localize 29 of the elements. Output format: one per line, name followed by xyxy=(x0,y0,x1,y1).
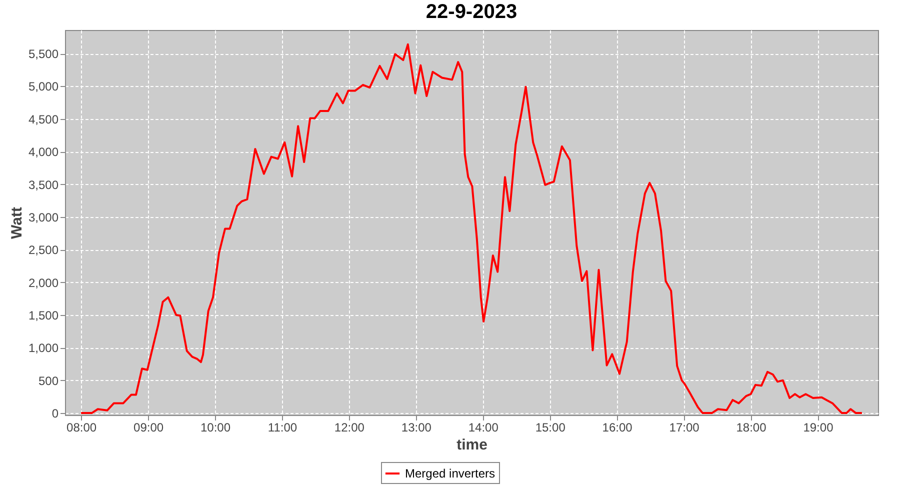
y-tick-label: 1,500 xyxy=(28,308,59,322)
y-tick-label: 1,000 xyxy=(28,341,59,356)
y-tick-label: 4,000 xyxy=(28,145,59,160)
x-tick-label: 08:00 xyxy=(66,420,97,434)
y-tick-label: 500 xyxy=(38,374,59,388)
x-tick-label: 15:00 xyxy=(535,420,566,434)
line-series xyxy=(80,43,863,414)
y-axis-title: Watt xyxy=(8,207,26,239)
y-tick-label: 2,500 xyxy=(28,243,59,258)
x-tick-label: 16:00 xyxy=(602,420,633,434)
x-tick-label: 14:00 xyxy=(468,420,499,434)
y-tick-label: 5,500 xyxy=(28,47,59,62)
y-tick-label: 0 xyxy=(52,406,59,421)
y-tick-label: 3,500 xyxy=(28,178,59,192)
x-tick-label: 10:00 xyxy=(200,420,231,434)
y-tick-label: 4,500 xyxy=(28,112,59,126)
x-tick-label: 13:00 xyxy=(401,420,432,434)
x-tick-label: 18:00 xyxy=(736,420,767,434)
y-tick-label: 5,000 xyxy=(28,80,59,94)
x-axis-title: time xyxy=(456,436,488,454)
x-tick-label: 19:00 xyxy=(803,420,834,434)
y-tick-label: 2,000 xyxy=(28,276,59,290)
y-tick-label: 3,000 xyxy=(28,210,59,224)
chart-title: 22-9-2023 xyxy=(426,1,518,23)
x-tick-label: 11:00 xyxy=(268,420,298,434)
x-tick-label: 12:00 xyxy=(334,420,365,434)
legend-label: Merged inverters xyxy=(405,466,496,480)
x-tick-label: 17:00 xyxy=(669,420,700,434)
x-tick-label: 09:00 xyxy=(134,420,164,434)
